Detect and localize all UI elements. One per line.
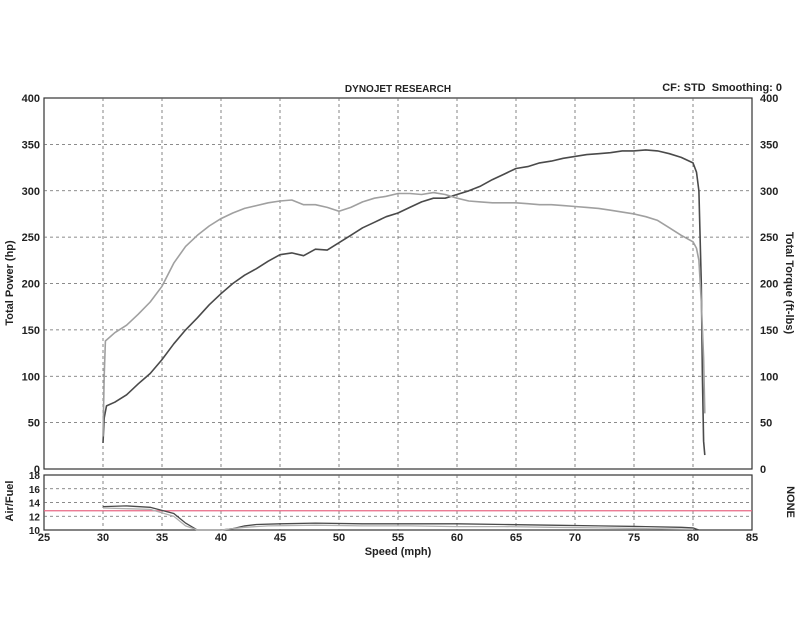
af-tick-label: 12 bbox=[29, 512, 41, 523]
torque-tick-label: 400 bbox=[760, 93, 778, 105]
af-tick-label: 10 bbox=[29, 526, 41, 537]
power-torque-plot bbox=[43, 97, 753, 470]
torque-tick-label: 350 bbox=[760, 139, 778, 151]
speed-tick-label: 65 bbox=[510, 532, 522, 544]
torque-tick-label: 200 bbox=[760, 279, 778, 291]
speed-axis-ticks: 25 30 35 40 45 50 55 60 65 70 75 80 85 bbox=[38, 532, 758, 544]
y-axis-label-none: NONE bbox=[784, 486, 796, 518]
speed-tick-label: 30 bbox=[97, 532, 109, 544]
main-series bbox=[102, 149, 706, 456]
torque-tick-label: 100 bbox=[760, 371, 778, 383]
torque-axis-ticks: 0 50 100 150 200 250 300 350 400 bbox=[760, 93, 778, 476]
torque-curve bbox=[102, 191, 706, 437]
chart-title: DYNOJET RESEARCH bbox=[345, 84, 451, 95]
af-tick-label: 18 bbox=[29, 471, 41, 482]
power-tick-label: 250 bbox=[22, 232, 40, 244]
af-curve-2 bbox=[102, 507, 694, 531]
speed-tick-label: 60 bbox=[451, 532, 463, 544]
power-tick-label: 100 bbox=[22, 371, 40, 383]
cf-smoothing-label: CF: STD Smoothing: 0 bbox=[662, 82, 782, 94]
speed-tick-label: 40 bbox=[215, 532, 227, 544]
y-axis-label-power: Total Power (hp) bbox=[4, 240, 16, 326]
power-axis-ticks: 0 50 100 150 200 250 300 350 400 bbox=[22, 93, 40, 476]
speed-tick-label: 80 bbox=[687, 532, 699, 544]
speed-tick-label: 55 bbox=[392, 532, 404, 544]
af-curve-1 bbox=[102, 505, 700, 531]
power-curve bbox=[102, 149, 706, 456]
main-grid bbox=[44, 98, 752, 469]
torque-tick-label: 300 bbox=[760, 186, 778, 198]
power-tick-label: 400 bbox=[22, 93, 40, 105]
power-tick-label: 0 bbox=[34, 464, 40, 476]
speed-tick-label: 25 bbox=[38, 532, 50, 544]
speed-tick-label: 45 bbox=[274, 532, 286, 544]
af-axis-ticks: 10 12 14 16 18 bbox=[29, 471, 41, 537]
torque-tick-label: 150 bbox=[760, 325, 778, 337]
af-series bbox=[44, 505, 752, 531]
speed-tick-label: 85 bbox=[746, 532, 758, 544]
speed-tick-label: 50 bbox=[333, 532, 345, 544]
power-tick-label: 300 bbox=[22, 186, 40, 198]
air-fuel-plot bbox=[43, 474, 753, 531]
power-tick-label: 350 bbox=[22, 139, 40, 151]
y-axis-label-torque: Total Torque (ft-lbs) bbox=[783, 232, 795, 335]
power-tick-label: 150 bbox=[22, 325, 40, 337]
af-grid bbox=[44, 475, 752, 530]
torque-tick-label: 50 bbox=[760, 418, 772, 430]
af-tick-label: 14 bbox=[29, 499, 41, 510]
power-tick-label: 200 bbox=[22, 279, 40, 291]
torque-tick-label: 250 bbox=[760, 232, 778, 244]
af-tick-label: 16 bbox=[29, 485, 41, 496]
speed-tick-label: 75 bbox=[628, 532, 640, 544]
power-tick-label: 50 bbox=[28, 418, 40, 430]
speed-tick-label: 70 bbox=[569, 532, 581, 544]
torque-tick-label: 0 bbox=[760, 464, 766, 476]
x-axis-label: Speed (mph) bbox=[365, 546, 432, 558]
y-axis-label-airfuel: Air/Fuel bbox=[4, 481, 16, 522]
speed-tick-label: 35 bbox=[156, 532, 168, 544]
